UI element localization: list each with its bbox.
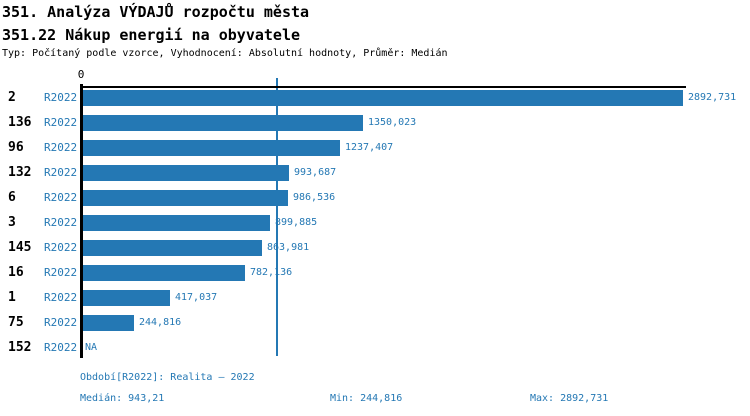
bar-row: 132 R2022 993,687 bbox=[0, 163, 750, 188]
bar-row: 152 R2022 NA bbox=[0, 338, 750, 363]
row-rank-label: 132 bbox=[8, 165, 32, 180]
bar-row: 2 R2022 2892,731 bbox=[0, 88, 750, 113]
bar bbox=[83, 315, 134, 331]
axis-zero-label: 0 bbox=[77, 68, 85, 81]
row-period-label: R2022 bbox=[44, 116, 78, 129]
median-line bbox=[276, 78, 278, 356]
bar-row: 1 R2022 417,037 bbox=[0, 288, 750, 313]
row-rank-label: 145 bbox=[8, 240, 32, 255]
row-rank-label: 1 bbox=[8, 290, 16, 305]
bar-value-label: NA bbox=[85, 342, 98, 353]
x-axis-line bbox=[80, 86, 686, 88]
bar-row: 136 R2022 1350,023 bbox=[0, 113, 750, 138]
bar-value-label: 863,981 bbox=[267, 242, 310, 253]
row-period-label: R2022 bbox=[44, 291, 78, 304]
bar bbox=[83, 215, 270, 231]
row-rank-label: 75 bbox=[8, 315, 24, 330]
bar-row: 3 R2022 899,885 bbox=[0, 213, 750, 238]
bar-rows: 2 R2022 2892,731 136 R2022 1350,023 96 R2022 123… bbox=[0, 88, 750, 363]
row-period-label: R2022 bbox=[44, 266, 78, 279]
row-rank-label: 6 bbox=[8, 190, 16, 205]
bar bbox=[83, 115, 363, 131]
row-rank-label: 16 bbox=[8, 265, 24, 280]
bar bbox=[83, 240, 262, 256]
bar-value-label: 1237,407 bbox=[345, 142, 394, 153]
bar-row: 6 R2022 986,536 bbox=[0, 188, 750, 213]
bar bbox=[83, 265, 245, 281]
row-period-label: R2022 bbox=[44, 191, 78, 204]
bar bbox=[83, 190, 288, 206]
bar bbox=[83, 290, 170, 306]
footer-max-label: Max: 2892,731 bbox=[530, 393, 609, 404]
footer-period-label: Období[R2022]: Realita – 2022 bbox=[80, 372, 255, 383]
row-rank-label: 152 bbox=[8, 340, 32, 355]
row-period-label: R2022 bbox=[44, 141, 78, 154]
row-rank-label: 3 bbox=[8, 215, 16, 230]
row-period-label: R2022 bbox=[44, 241, 78, 254]
footer-median-label: Medián: 943,21 bbox=[80, 393, 165, 404]
chart-title: 351. Analýza VÝDAJŮ rozpočtu města bbox=[2, 3, 310, 21]
bar bbox=[83, 90, 683, 106]
bar-value-label: 993,687 bbox=[294, 167, 337, 178]
bar-value-label: 244,816 bbox=[139, 317, 182, 328]
row-period-label: R2022 bbox=[44, 166, 78, 179]
bar-row: 145 R2022 863,981 bbox=[0, 238, 750, 263]
bar-value-label: 417,037 bbox=[175, 292, 218, 303]
y-axis-line bbox=[80, 84, 83, 358]
row-rank-label: 136 bbox=[8, 115, 32, 130]
chart-meta-line: Typ: Počítaný podle vzorce, Vyhodnocení:… bbox=[2, 48, 448, 59]
bar-row: 96 R2022 1237,407 bbox=[0, 138, 750, 163]
bar-row: 75 R2022 244,816 bbox=[0, 313, 750, 338]
row-period-label: R2022 bbox=[44, 316, 78, 329]
bar-value-label: 986,536 bbox=[293, 192, 336, 203]
row-period-label: R2022 bbox=[44, 341, 78, 354]
bar-value-label: 782,136 bbox=[250, 267, 293, 278]
bar-value-label: 899,885 bbox=[275, 217, 318, 228]
row-period-label: R2022 bbox=[44, 91, 78, 104]
row-rank-label: 2 bbox=[8, 90, 16, 105]
chart-subtitle: 351.22 Nákup energií na obyvatele bbox=[2, 26, 301, 44]
row-period-label: R2022 bbox=[44, 216, 78, 229]
bar bbox=[83, 140, 340, 156]
footer-min-label: Min: 244,816 bbox=[330, 393, 403, 404]
bar-value-label: 1350,023 bbox=[368, 117, 417, 128]
row-rank-label: 96 bbox=[8, 140, 24, 155]
bar-value-label: 2892,731 bbox=[688, 92, 737, 103]
bar bbox=[83, 165, 289, 181]
bar-row: 16 R2022 782,136 bbox=[0, 263, 750, 288]
